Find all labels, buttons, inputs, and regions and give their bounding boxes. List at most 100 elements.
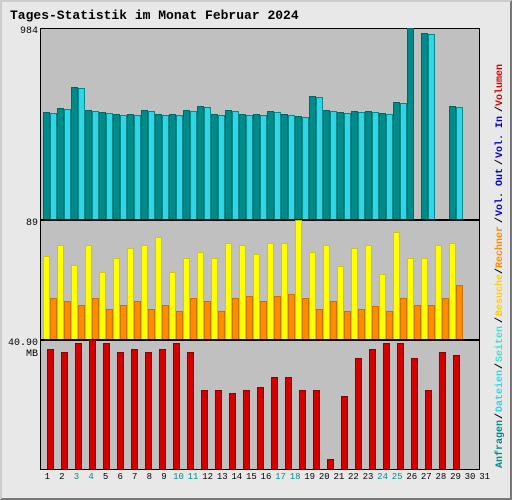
anfragen-bar — [197, 106, 204, 219]
rechner-bar — [330, 301, 337, 339]
day-col — [365, 29, 379, 219]
volumen-bar — [75, 343, 82, 469]
x-label: 11 — [186, 472, 201, 486]
volumen-bar — [201, 390, 208, 469]
day-col — [295, 29, 309, 219]
day-col — [449, 29, 463, 219]
besuche-bar — [197, 252, 204, 339]
anfragen-bar — [113, 114, 120, 219]
rechner-bar — [232, 298, 239, 339]
rechner-bar — [246, 296, 253, 339]
legend-item: Dateien — [495, 370, 506, 412]
day-col — [337, 341, 351, 469]
dateien-bar — [274, 112, 281, 219]
volumen-bar — [159, 349, 166, 469]
anfragen-bar — [141, 110, 148, 219]
rechner-bar — [274, 296, 281, 339]
rechner-bar — [64, 301, 71, 339]
day-col — [309, 221, 323, 339]
dateien-bar — [386, 114, 393, 219]
rechner-bar — [428, 305, 435, 339]
dateien-bar — [148, 111, 155, 219]
legend-sep: / — [495, 317, 506, 323]
dateien-bar — [232, 111, 239, 219]
rechner-bar — [92, 298, 99, 339]
day-col — [169, 221, 183, 339]
volumen-bar — [271, 377, 278, 469]
x-label: 5 — [98, 472, 113, 486]
besuche-bar — [253, 254, 260, 339]
x-label: 2 — [55, 472, 70, 486]
volumen-bar — [439, 352, 446, 469]
volumen-bar — [61, 352, 68, 469]
day-col — [351, 341, 365, 469]
besuche-bar — [379, 274, 386, 339]
x-label: 31 — [477, 472, 492, 486]
x-label: 23 — [361, 472, 376, 486]
anfragen-bar — [281, 114, 288, 219]
legend-sep: / — [495, 217, 506, 223]
anfragen-bar — [365, 111, 372, 219]
legend-item: Anfragen — [495, 420, 506, 468]
panel-volumen — [40, 340, 480, 470]
day-col — [197, 29, 211, 219]
rechner-bar — [190, 298, 197, 339]
besuche-bar — [449, 243, 456, 339]
day-col — [379, 29, 393, 219]
day-col — [211, 221, 225, 339]
day-col — [113, 221, 127, 339]
besuche-bar — [365, 245, 372, 339]
x-label: 1 — [40, 472, 55, 486]
day-col — [113, 341, 127, 469]
x-label: 18 — [288, 472, 303, 486]
day-col — [463, 29, 477, 219]
besuche-bar — [85, 245, 92, 339]
anfragen-bar — [421, 33, 428, 219]
day-col — [155, 341, 169, 469]
rechner-bar — [148, 309, 155, 339]
day-col — [127, 221, 141, 339]
day-col — [169, 341, 183, 469]
day-col — [155, 29, 169, 219]
day-col — [365, 341, 379, 469]
rechner-bar — [372, 306, 379, 339]
rechner-bar — [176, 311, 183, 339]
day-col — [379, 341, 393, 469]
day-col — [43, 341, 57, 469]
volumen-bar — [215, 390, 222, 469]
x-axis: 1234567891011121314151617181920212223242… — [40, 472, 492, 486]
volumen-bar — [411, 358, 418, 469]
besuche-bar — [337, 266, 344, 339]
dateien-bar — [344, 113, 351, 219]
day-col — [365, 221, 379, 339]
x-label: 19 — [302, 472, 317, 486]
rechner-bar — [162, 305, 169, 339]
volumen-bar — [313, 390, 320, 469]
dateien-bar — [372, 112, 379, 219]
anfragen-bar — [239, 114, 246, 219]
anfragen-bar — [407, 28, 414, 219]
anfragen-bar — [43, 112, 50, 219]
rechner-bar — [302, 298, 309, 339]
day-col — [267, 341, 281, 469]
anfragen-bar — [267, 111, 274, 219]
anfragen-bar — [337, 112, 344, 219]
panel-anfragen-dateien — [40, 28, 480, 220]
dateien-bar — [190, 111, 197, 219]
volumen-bar — [173, 343, 180, 469]
day-col — [421, 29, 435, 219]
day-col — [281, 221, 295, 339]
anfragen-bar — [253, 114, 260, 219]
rechner-bar — [442, 298, 449, 339]
rechner-bar — [316, 309, 323, 339]
besuche-bar — [71, 265, 78, 339]
rechner-bar — [50, 298, 57, 339]
day-col — [393, 341, 407, 469]
anfragen-bar — [211, 114, 218, 219]
besuche-bar — [141, 245, 148, 339]
besuche-bar — [225, 243, 232, 339]
dateien-bar — [106, 113, 113, 219]
x-label: 6 — [113, 472, 128, 486]
legend-sep: / — [495, 413, 506, 419]
dateien-bar — [162, 115, 169, 219]
